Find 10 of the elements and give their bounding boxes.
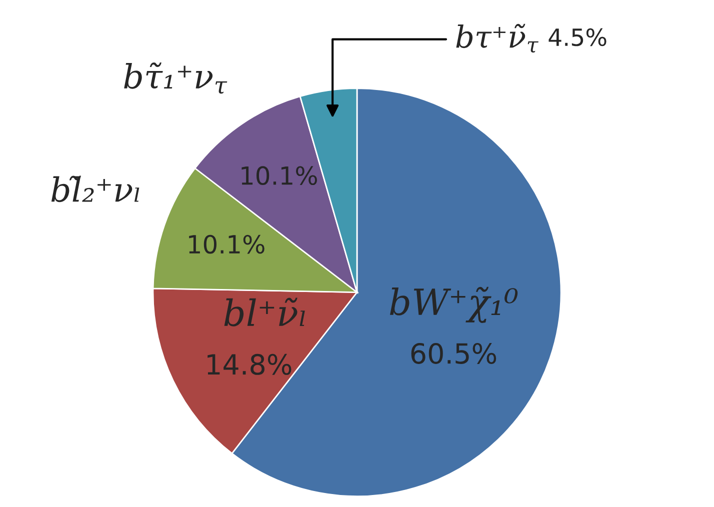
data-label: 60.5% — [411, 342, 496, 364]
data-label: 14.8% — [208, 354, 292, 375]
slice-label: bW⁺χ̃₁⁰ — [390, 286, 518, 323]
data-label: 10.1% — [242, 166, 317, 186]
slice-label: bl̃₂⁺νₗ — [51, 176, 140, 202]
slice-label: bl⁺ν̃ₗ — [224, 298, 305, 326]
data-label: 4.5% — [548, 28, 606, 46]
slice-label: bτ̃₁⁺ν$_{τ}$ — [124, 62, 228, 94]
slice-label: bτ⁺ν̃$_{τ}$ — [456, 24, 538, 53]
data-label: 10.1% — [189, 234, 264, 254]
